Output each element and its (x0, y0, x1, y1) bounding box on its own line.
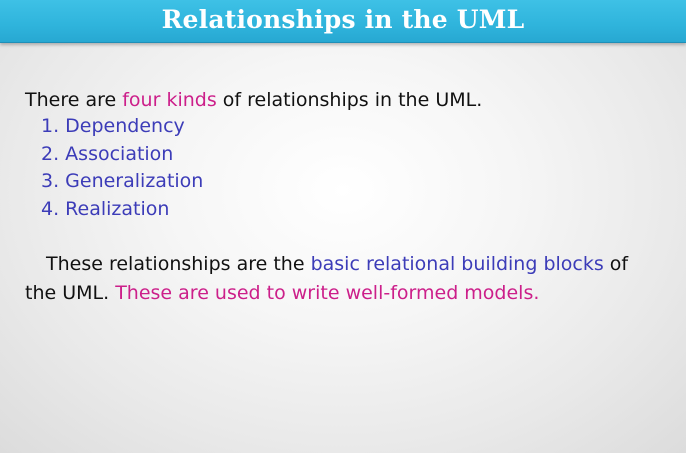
paragraph-text-before: These relationships are the (46, 253, 311, 275)
list-item-dependency: 1. Dependency (41, 115, 185, 137)
slide-content: There are four kinds of relationships in… (25, 87, 665, 308)
building-blocks-paragraph: These relationships are the basic relati… (25, 250, 665, 308)
intro-highlight: four kinds (122, 89, 217, 111)
relationship-list: 1. Dependency 2. Association 3. Generali… (25, 113, 665, 223)
paragraph-highlight-blue: basic relational building blocks (310, 253, 604, 275)
title-bar: Relationships in the UML (0, 0, 686, 43)
list-item-generalization: 3. Generalization (41, 170, 204, 192)
paragraph-text-middle: of the UML. (25, 253, 629, 304)
slide-title: Relationships in the UML (161, 5, 525, 34)
intro-text-before: There are (25, 89, 123, 111)
list-item-realization: 4. Realization (41, 197, 170, 220)
intro-text-after: of relationships in the UML. (216, 89, 483, 111)
paragraph-highlight-magenta: These are used to write well-formed mode… (115, 282, 540, 304)
intro-sentence: There are four kinds of relationships in… (25, 87, 665, 113)
list-item-association: 2. Association (41, 142, 174, 165)
